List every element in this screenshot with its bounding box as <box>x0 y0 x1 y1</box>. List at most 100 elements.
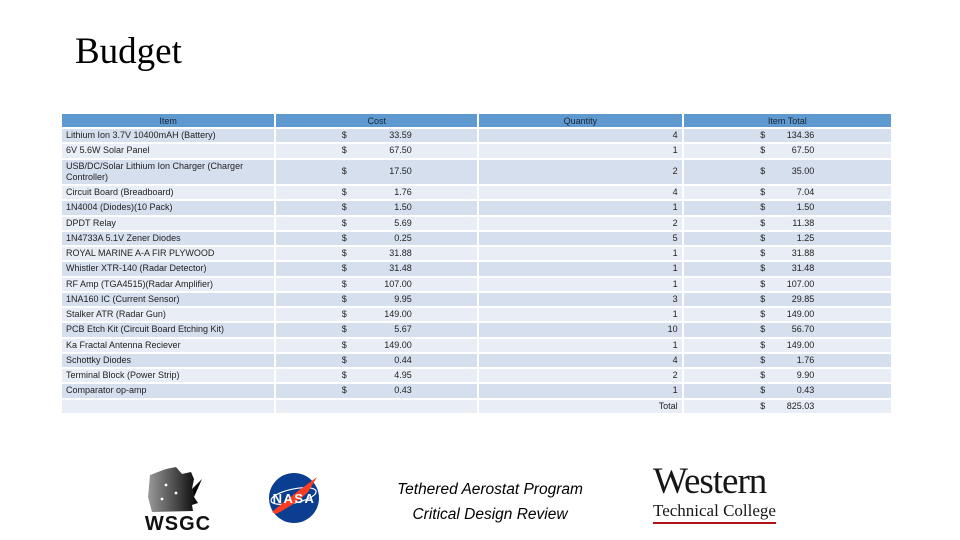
cell-quantity: 1 <box>479 144 682 158</box>
amount: 7.04 <box>796 187 815 197</box>
amount: 31.48 <box>389 263 412 274</box>
cell-cost: $17.50 <box>276 159 478 184</box>
amount: 29.85 <box>791 293 815 304</box>
nasa-logo-text: NASA <box>273 491 316 506</box>
cell-quantity: 1 <box>479 338 682 352</box>
nasa-logo: NASA <box>269 473 319 523</box>
amount: 825.03 <box>786 400 815 411</box>
nasa-swoosh-icon <box>272 477 317 514</box>
money-value: $9.95 <box>342 294 412 305</box>
cell-cost: $67.50 <box>276 144 478 158</box>
money-value: $0.44 <box>342 355 412 366</box>
currency-symbol: $ <box>760 166 766 177</box>
amount: 107.00 <box>384 278 412 289</box>
cell-quantity: 4 <box>479 129 682 143</box>
amount: 0.25 <box>394 232 412 243</box>
cell-quantity: 1 <box>479 384 682 398</box>
currency-symbol: $ <box>760 400 766 411</box>
cell-item-total: $31.48 <box>683 262 891 276</box>
money-value: $1.76 <box>342 187 412 198</box>
cell-quantity: 2 <box>479 369 682 383</box>
amount: 134.36 <box>786 130 815 140</box>
currency-symbol: $ <box>760 145 766 156</box>
amount: 33.59 <box>389 130 412 140</box>
money-value: $31.88 <box>342 248 412 259</box>
currency-symbol: $ <box>341 232 347 243</box>
currency-symbol: $ <box>341 293 347 304</box>
cell-quantity: 2 <box>479 216 682 230</box>
amount: 1.50 <box>796 202 815 213</box>
currency-symbol: $ <box>760 324 766 335</box>
money-value: $0.43 <box>342 385 412 396</box>
cell-cost: $149.00 <box>276 338 478 352</box>
table-row: 1NA160 IC (Current Sensor) $9.95 3 $29.85 <box>62 292 891 306</box>
cell-total-label: Total <box>479 399 682 413</box>
amount: 149.00 <box>786 339 815 350</box>
table-row: RF Amp (TGA4515)(Radar Amplifier) $107.00… <box>62 277 891 291</box>
cell-item-total: $825.03 <box>683 399 891 413</box>
cell-item-total: $7.04 <box>683 186 891 200</box>
cell-item-total: $0.43 <box>683 384 891 398</box>
currency-symbol: $ <box>760 187 766 197</box>
footer: WSGC NASA Tethered Aerostat Program Crit… <box>0 455 960 540</box>
table-row: 1N4004 (Diodes)(10 Pack) $1.50 1 $1.50 <box>62 201 891 215</box>
table-row: DPDT Relay $5.69 2 $11.38 <box>62 216 891 230</box>
money-value: $4.95 <box>342 370 412 381</box>
money-value: $1.25 <box>760 233 814 244</box>
amount: 1.76 <box>394 187 412 197</box>
amount: 1.76 <box>796 354 815 365</box>
cell-cost: $1.76 <box>276 186 478 200</box>
page-title: Budget <box>75 31 182 72</box>
table-row: Lithium Ion 3.7V 10400mAH (Battery) $33.5… <box>62 129 891 143</box>
money-value: $1.50 <box>760 202 814 213</box>
currency-symbol: $ <box>341 385 347 396</box>
amount: 31.88 <box>389 248 412 258</box>
currency-symbol: $ <box>760 370 766 380</box>
money-value: $67.50 <box>760 145 814 156</box>
amount: 5.69 <box>394 217 412 228</box>
slide-caption: Tethered Aerostat Program Critical Desig… <box>350 477 630 527</box>
amount: 149.00 <box>786 309 815 319</box>
amount: 0.43 <box>394 385 412 396</box>
currency-symbol: $ <box>341 187 347 197</box>
cell-cost: $0.25 <box>276 231 478 245</box>
currency-symbol: $ <box>341 217 347 228</box>
currency-symbol: $ <box>760 339 766 350</box>
cell-item-total: $67.50 <box>683 144 891 158</box>
currency-symbol: $ <box>341 370 347 380</box>
table-row: Terminal Block (Power Strip) $4.95 2 $9.90 <box>62 369 891 383</box>
amount: 67.50 <box>791 145 815 156</box>
amount: 149.00 <box>384 309 412 319</box>
cell-item-total: $134.36 <box>683 129 891 143</box>
currency-symbol: $ <box>341 324 347 335</box>
currency-symbol: $ <box>760 354 766 365</box>
money-value: $825.03 <box>760 401 814 412</box>
currency-symbol: $ <box>760 248 766 258</box>
table-row: Schottky Diodes $0.44 4 $1.76 <box>62 353 891 367</box>
western-logo-line-2: Technical College <box>653 501 776 524</box>
cell-item-total: $149.00 <box>683 338 891 352</box>
money-value: $31.48 <box>342 263 412 274</box>
currency-symbol: $ <box>341 202 347 213</box>
money-value: $33.59 <box>342 130 412 141</box>
cell-quantity: 1 <box>479 262 682 276</box>
currency-symbol: $ <box>341 263 347 274</box>
currency-symbol: $ <box>341 339 347 350</box>
currency-symbol: $ <box>341 309 347 319</box>
cell-cost: $31.48 <box>276 262 478 276</box>
cell-cost: $4.95 <box>276 369 478 383</box>
cell-item-total: $31.88 <box>683 247 891 261</box>
currency-symbol: $ <box>341 248 347 258</box>
money-value: $107.00 <box>760 279 814 290</box>
western-technical-college-logo: Western Technical College <box>653 463 823 524</box>
cell-item: Lithium Ion 3.7V 10400mAH (Battery) <box>62 129 275 143</box>
cell-cost: $5.67 <box>276 323 478 337</box>
amount: 31.88 <box>791 248 815 258</box>
currency-symbol: $ <box>760 293 766 304</box>
cell-cost: $149.00 <box>276 308 478 322</box>
wsgc-logo: WSGC <box>145 467 210 535</box>
cell-item: 6V 5.6W Solar Panel <box>62 144 275 158</box>
currency-symbol: $ <box>760 309 766 319</box>
header-row: Item Cost Quantity Item Total <box>62 114 891 127</box>
